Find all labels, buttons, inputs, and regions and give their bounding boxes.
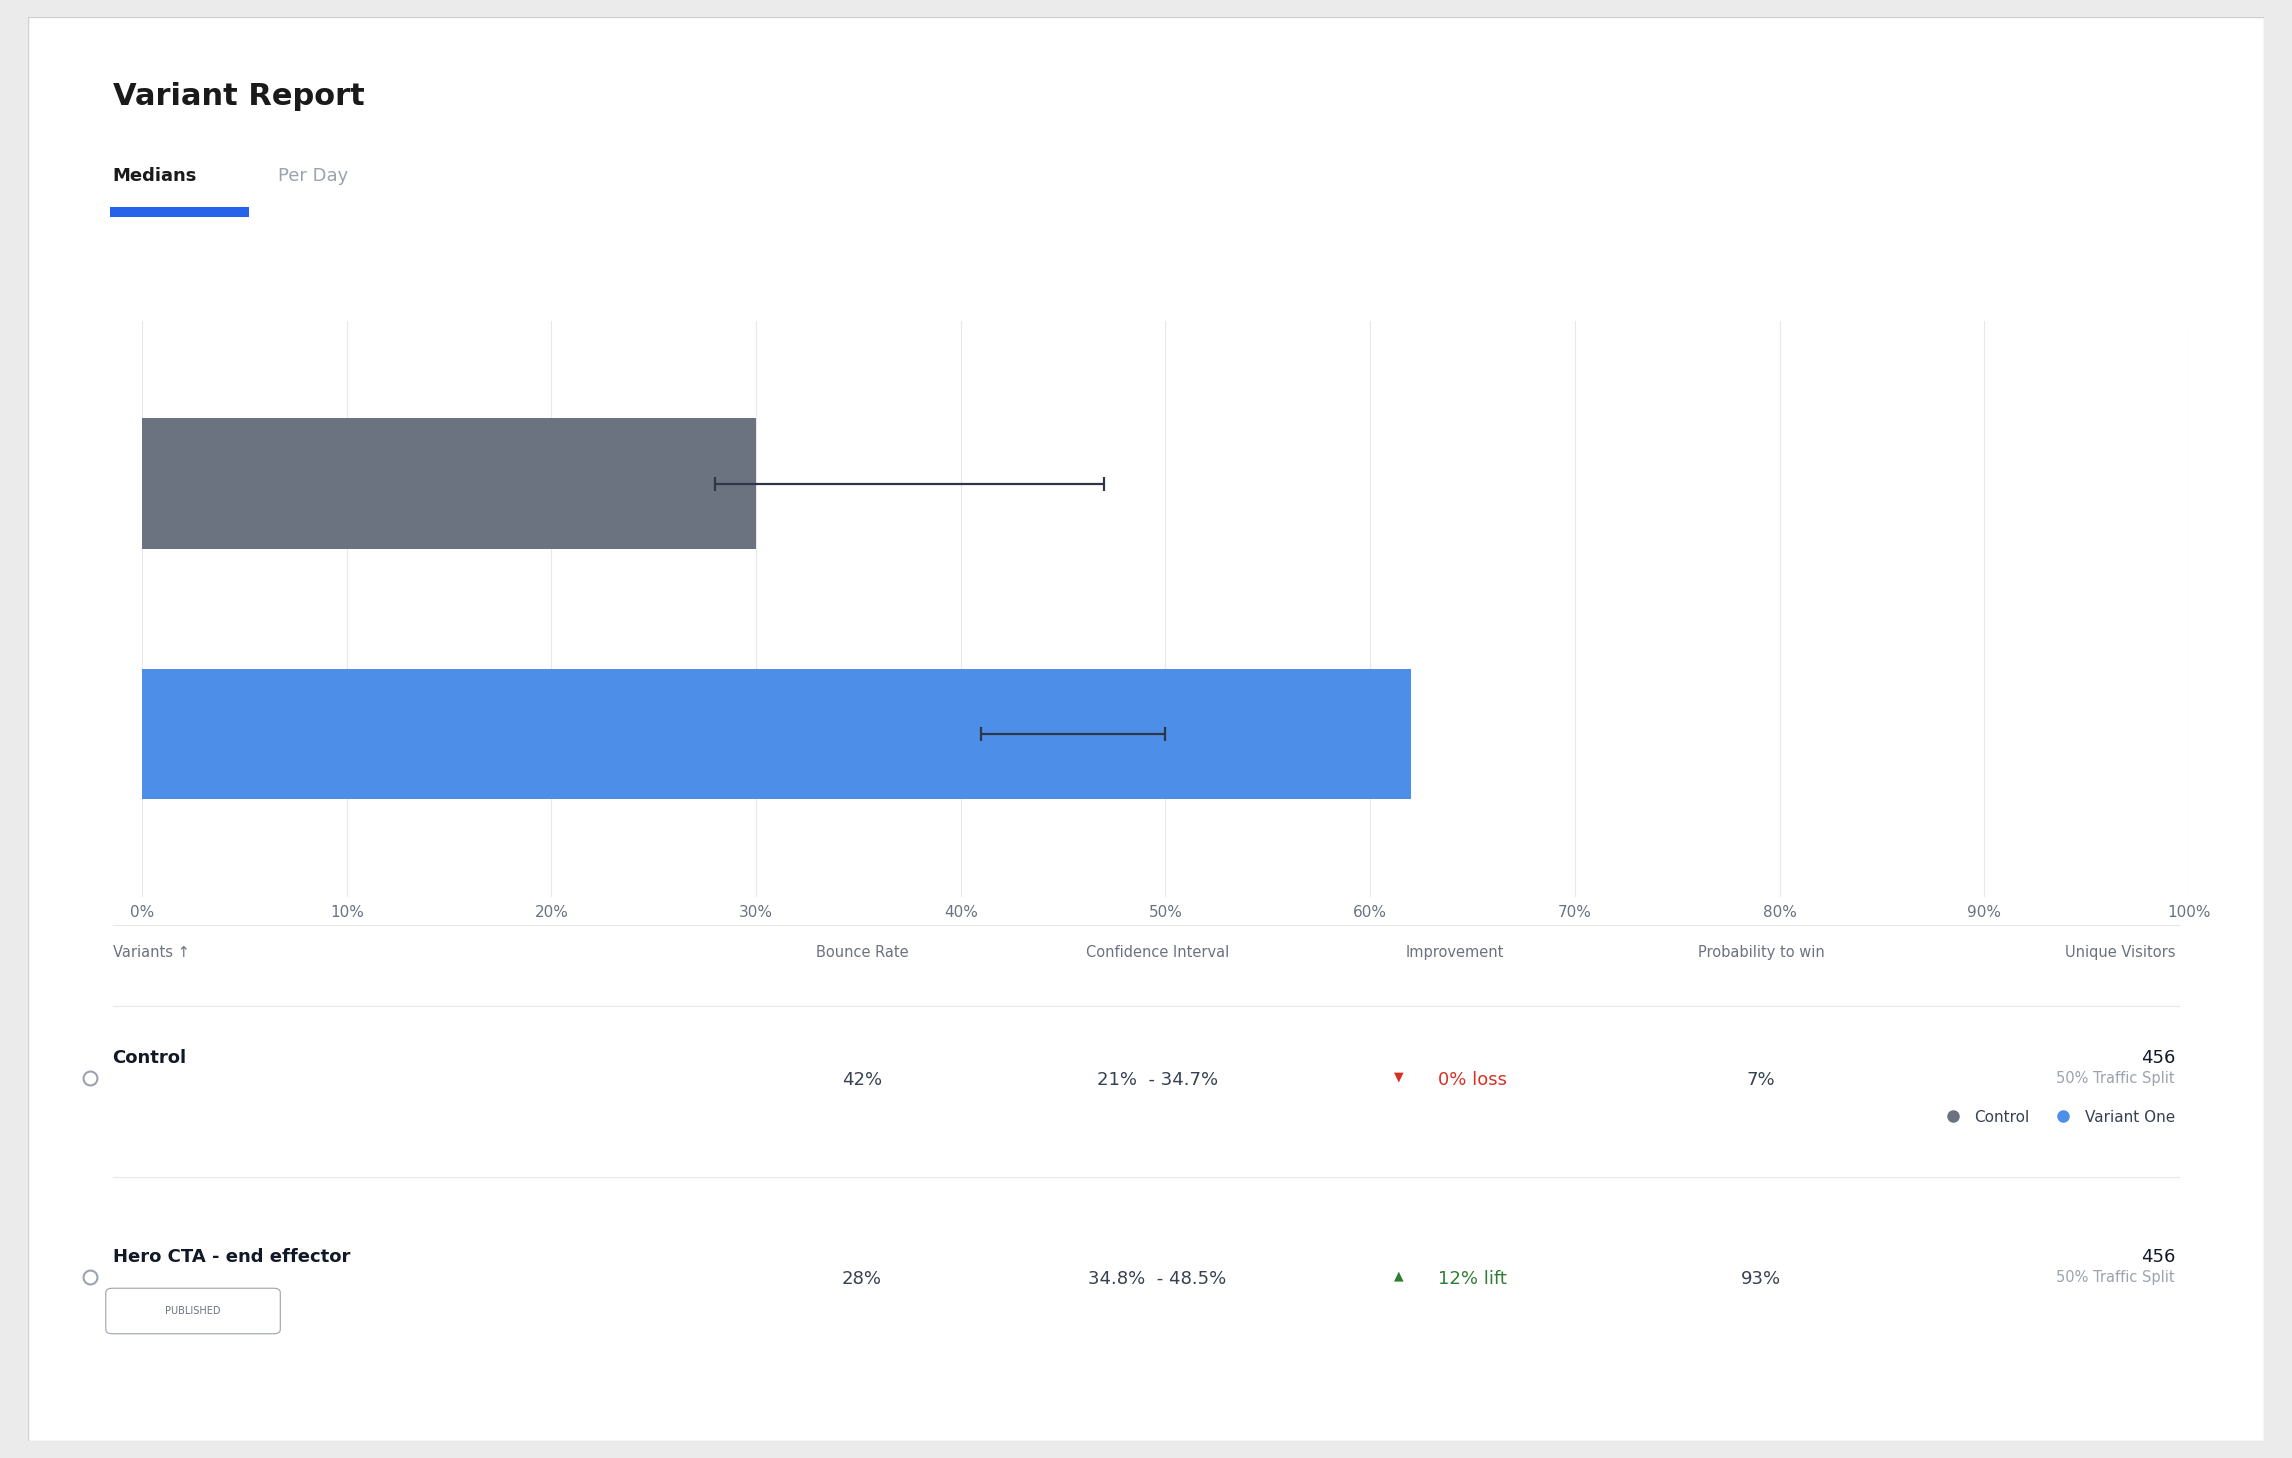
Legend: Control, Variant One: Control, Variant One	[1932, 1104, 2182, 1131]
Text: Improvement: Improvement	[1405, 945, 1504, 961]
Text: 93%: 93%	[1742, 1270, 1781, 1287]
Text: 50% Traffic Split: 50% Traffic Split	[2056, 1270, 2175, 1284]
Text: Variant Report: Variant Report	[112, 82, 364, 111]
Text: 0% loss: 0% loss	[1437, 1070, 1508, 1089]
Bar	[142, 669, 1412, 799]
Text: Variants ↑: Variants ↑	[112, 945, 190, 961]
Text: 456: 456	[2141, 1050, 2175, 1067]
Text: Bounce Rate: Bounce Rate	[816, 945, 908, 961]
Text: 34.8%  - 48.5%: 34.8% - 48.5%	[1089, 1270, 1226, 1287]
Text: Confidence Interval: Confidence Interval	[1086, 945, 1229, 961]
Text: 7%: 7%	[1747, 1070, 1776, 1089]
Text: PUBLISHED: PUBLISHED	[165, 1306, 220, 1317]
Text: Medians: Medians	[112, 166, 197, 185]
Text: Control: Control	[112, 1050, 186, 1067]
Text: ▼: ▼	[1394, 1070, 1403, 1083]
Text: 28%: 28%	[841, 1270, 882, 1287]
FancyBboxPatch shape	[105, 1289, 280, 1334]
Text: ▲: ▲	[1394, 1270, 1403, 1283]
Text: 42%: 42%	[841, 1070, 882, 1089]
FancyBboxPatch shape	[110, 207, 250, 217]
Text: Unique Visitors: Unique Visitors	[2065, 945, 2175, 961]
Bar	[142, 418, 756, 548]
Text: 50% Traffic Split: 50% Traffic Split	[2056, 1070, 2175, 1086]
Text: 456: 456	[2141, 1248, 2175, 1267]
Text: Probability to win: Probability to win	[1698, 945, 1824, 961]
Text: Per Day: Per Day	[277, 166, 348, 185]
Text: 12% lift: 12% lift	[1437, 1270, 1508, 1287]
Text: Hero CTA - end effector: Hero CTA - end effector	[112, 1248, 351, 1267]
FancyBboxPatch shape	[28, 17, 2264, 1441]
Text: 21%  - 34.7%: 21% - 34.7%	[1096, 1070, 1217, 1089]
